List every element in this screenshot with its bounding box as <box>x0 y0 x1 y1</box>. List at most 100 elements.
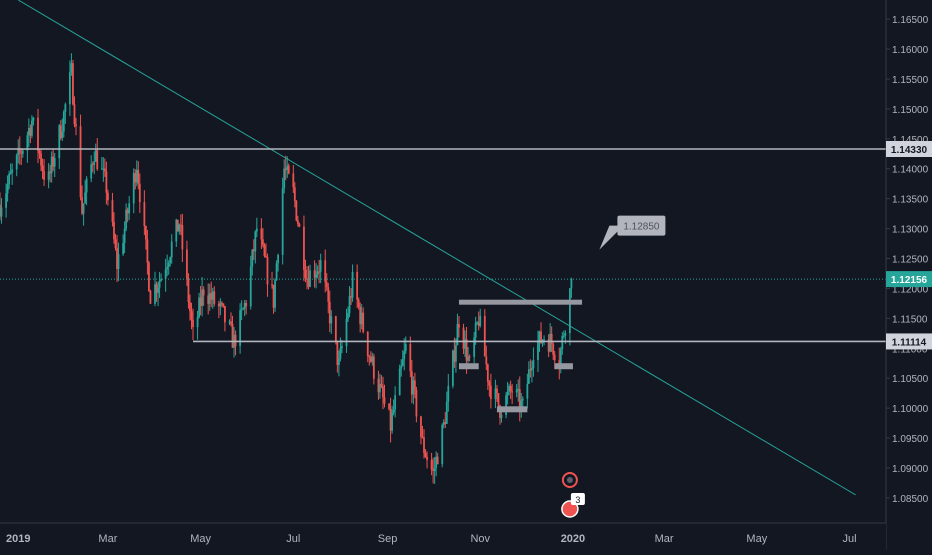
candle-body <box>559 349 562 368</box>
price-tick-label: 1.15000 <box>892 105 929 116</box>
candle-body <box>316 271 319 275</box>
price-tick-label: 1.14500 <box>892 135 929 146</box>
candle-body <box>122 242 124 255</box>
candle-body <box>187 278 190 303</box>
level-price-label: 1.11114 <box>892 337 927 348</box>
candle-body <box>412 380 415 395</box>
candle-body <box>286 165 289 171</box>
candle-body <box>568 288 571 334</box>
candle-body <box>41 165 44 171</box>
candle-body <box>37 117 39 151</box>
resistance-box <box>458 299 583 305</box>
candle-body <box>228 321 231 323</box>
candle-body <box>266 257 269 285</box>
candle-body <box>169 257 172 264</box>
time-tick-label: 2019 <box>6 533 30 545</box>
candle-body <box>148 262 150 291</box>
candle-body <box>6 184 9 194</box>
candle-body <box>442 422 445 425</box>
candle-body <box>413 380 416 391</box>
candle-body <box>531 367 533 371</box>
candle-body <box>389 409 392 431</box>
candle-body <box>213 291 216 304</box>
candle-body <box>485 356 488 365</box>
candle-body <box>27 128 30 136</box>
event-badge-dot <box>566 477 573 483</box>
candle-body <box>202 289 205 296</box>
candle-body <box>271 284 273 286</box>
candle-body <box>292 173 295 188</box>
candle-body <box>274 280 276 308</box>
candle-body <box>249 266 252 307</box>
candle-body <box>17 148 20 155</box>
candle-body <box>550 333 553 344</box>
candle-body <box>134 173 137 183</box>
candle-body <box>47 171 50 180</box>
candle-body <box>222 303 225 307</box>
descending-trendline <box>17 0 856 496</box>
candle-body <box>15 154 18 170</box>
candle-body <box>155 284 158 293</box>
candle-body <box>433 467 436 471</box>
candle-body <box>217 303 220 307</box>
candle-body <box>409 343 412 372</box>
candle-body <box>138 183 141 203</box>
candle-body <box>488 381 491 386</box>
candle-body <box>272 285 275 308</box>
time-tick-label: Sep <box>378 533 398 545</box>
candle-body <box>564 333 567 336</box>
candle-body <box>53 158 56 167</box>
candle-body <box>64 104 67 112</box>
candle-body <box>432 469 435 471</box>
time-tick-label: Jul <box>842 533 856 545</box>
candle-body <box>315 274 318 278</box>
candle-body <box>114 239 117 248</box>
candle-body <box>436 456 439 465</box>
candle-body <box>189 302 191 312</box>
candle-body <box>132 173 135 204</box>
candle-body <box>306 278 308 280</box>
candle-body <box>380 384 383 387</box>
candle-body <box>403 351 406 360</box>
time-tick-label: Mar <box>98 533 117 545</box>
candle-body <box>186 249 188 279</box>
candle-body <box>72 63 74 105</box>
candle-body <box>515 389 518 393</box>
candle-body <box>356 271 359 300</box>
candle-body <box>538 331 541 342</box>
candle-body <box>453 350 456 362</box>
candle-body <box>382 386 384 398</box>
candle-body <box>500 414 503 418</box>
candle-body <box>304 269 307 279</box>
candle-body <box>517 389 520 391</box>
candle-body <box>401 359 404 366</box>
candle-body <box>31 120 33 136</box>
candle-body <box>21 150 24 154</box>
candle-body <box>251 249 254 267</box>
candle-body <box>234 334 237 346</box>
candle-body <box>207 295 210 304</box>
event-count-box <box>570 493 585 505</box>
time-tick-label: Jul <box>286 533 300 545</box>
candle-body <box>296 220 299 225</box>
last-price-label: 1.12156 <box>891 275 928 286</box>
candle-body <box>435 456 438 468</box>
time-axis-panel[interactable] <box>0 523 886 550</box>
candle-body <box>394 395 397 410</box>
price-tick-label: 1.14000 <box>892 165 929 176</box>
candle-body <box>284 168 287 171</box>
candle-body <box>532 359 535 368</box>
candle-body <box>160 278 162 281</box>
candle-body <box>360 312 363 325</box>
candle-body <box>526 383 529 399</box>
candle-body <box>372 356 375 379</box>
candle-body <box>111 200 114 222</box>
time-tick-label: Mar <box>655 533 674 545</box>
price-tick-label: 1.13000 <box>892 225 929 236</box>
candle-body <box>125 209 128 229</box>
candle-body <box>336 341 339 366</box>
candle-body <box>252 249 255 252</box>
